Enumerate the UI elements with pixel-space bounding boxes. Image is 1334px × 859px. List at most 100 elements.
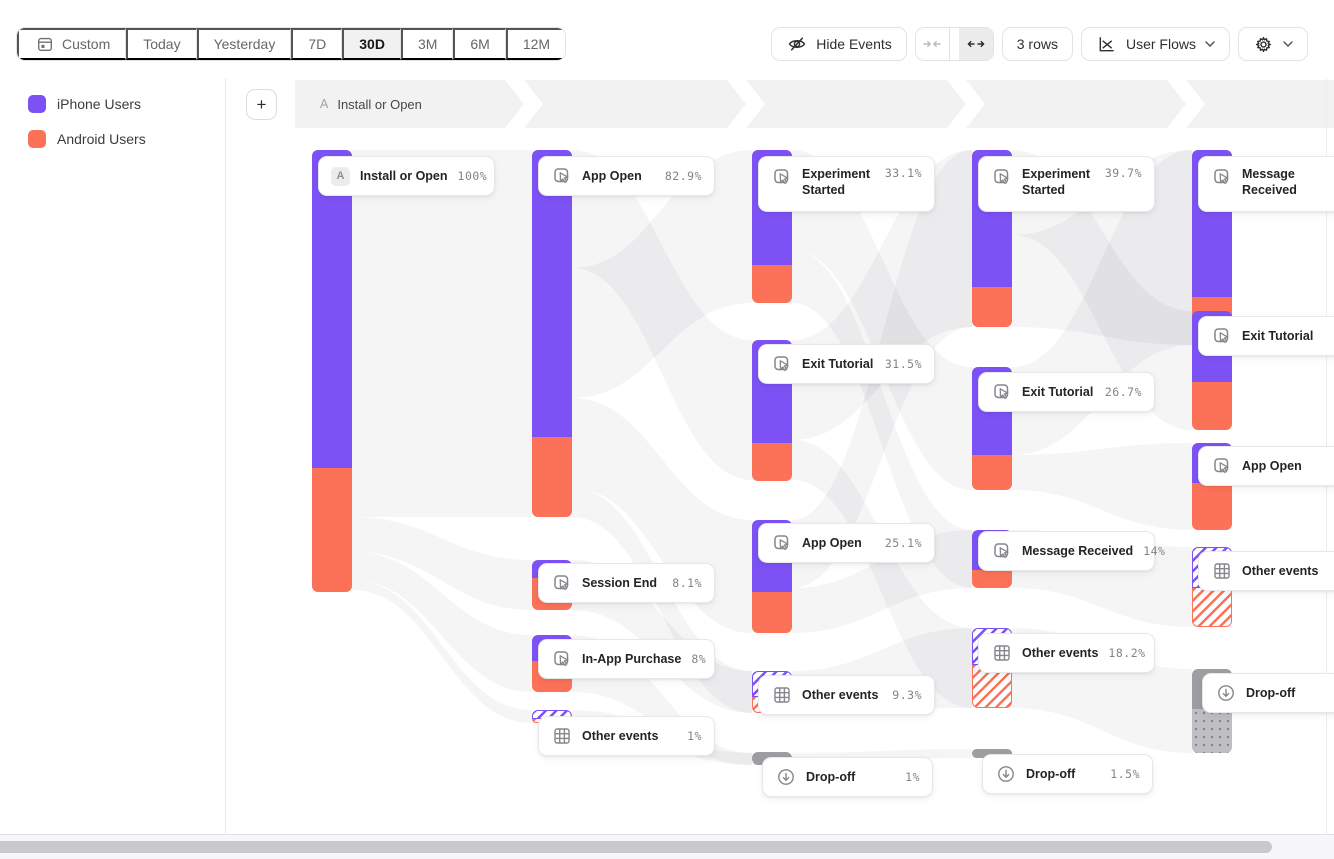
flow-node-label: Exit Tutorial [1022, 384, 1094, 399]
flow-node-card[interactable]: Other events 18.2% [978, 633, 1155, 673]
top-toolbar: Custom Today Yesterday 7D 30D 3M 6M 12M Hide Ev… [0, 0, 1334, 78]
flow-node-label: Other events [1022, 645, 1099, 660]
flow-node-percent: 8.1% [672, 576, 702, 590]
flow-node-percent: 82.9% [664, 169, 702, 183]
flow-node-card[interactable]: Drop-off [1202, 673, 1334, 713]
chevron-down-icon [1205, 41, 1215, 47]
sankey-link [352, 580, 532, 723]
flow-node-card[interactable]: Other events [1198, 551, 1334, 591]
click-event-icon [771, 166, 792, 187]
date-range-3m[interactable]: 3M [400, 28, 454, 60]
click-event-icon [551, 573, 572, 594]
date-range-30d[interactable]: 30D [342, 28, 401, 60]
date-range-label: Custom [62, 36, 111, 52]
date-range-label: 7D [308, 36, 327, 52]
flow-node-card[interactable]: Drop-off 1% [762, 757, 933, 797]
hide-events-button[interactable]: Hide Events [771, 27, 907, 61]
flow-node-percent: 33.1% [884, 166, 922, 180]
bar-segment-dropoff [972, 749, 1012, 758]
flow-node-percent: 1% [905, 770, 920, 784]
flow-node-card[interactable]: Experiment Started 33.1% [758, 156, 935, 212]
chevron-down-icon [1283, 41, 1293, 47]
flow-node-card[interactable]: Drop-off 1.5% [982, 754, 1153, 794]
date-range-6m[interactable]: 6M [453, 28, 506, 60]
bar-segment-android [1192, 483, 1232, 530]
flow-node-label: App Open [1242, 458, 1302, 473]
flow-node-label: App Open [582, 168, 642, 183]
flow-node-card[interactable]: Message Received [1198, 156, 1334, 212]
flow-node-label: App Open [802, 535, 862, 550]
view-selector-label: User Flows [1125, 36, 1196, 52]
date-range-yesterday[interactable]: Yesterday [196, 28, 292, 60]
step-label: Install or Open [337, 96, 422, 112]
flow-step-header[interactable]: A Install or Open [295, 80, 1334, 128]
scrollbar-thumb[interactable] [0, 841, 1272, 853]
flow-node-card[interactable]: App Open 25.1% [758, 523, 935, 563]
dropoff-icon [995, 764, 1016, 785]
click-event-icon [1211, 166, 1232, 187]
bar-segment-android [312, 468, 352, 592]
flow-node-bar [972, 749, 1012, 758]
flow-node-bar [532, 150, 572, 517]
collapse-columns-button[interactable] [916, 28, 950, 60]
date-range-7d[interactable]: 7D [291, 28, 343, 60]
flow-node-percent: 1.5% [1110, 767, 1140, 781]
flow-node-card[interactable]: Message Received 14% [978, 531, 1165, 571]
flow-node-percent: 14% [1143, 544, 1166, 558]
legend-item-iphone-users[interactable]: iPhone Users [28, 95, 225, 113]
flow-node-bar [312, 150, 352, 592]
bar-segment-android [972, 570, 1012, 588]
step-letter-badge: A [331, 166, 350, 186]
flow-node-card[interactable]: Exit Tutorial [1198, 316, 1334, 356]
flow-node-card[interactable]: Session End 8.1% [538, 563, 715, 603]
add-step-button[interactable]: + [246, 89, 277, 120]
flow-node-card[interactable]: App Open [1198, 446, 1334, 486]
view-selector-button[interactable]: User Flows [1080, 27, 1230, 61]
sankey-link [1012, 150, 1192, 430]
flow-node-card[interactable]: App Open 82.9% [538, 156, 715, 196]
date-range-label: 6M [470, 36, 490, 52]
flow-node-label: Other events [582, 728, 659, 743]
flow-node-percent: 1% [687, 729, 702, 743]
flow-node-card[interactable]: Other events 1% [538, 716, 715, 756]
grid-icon [991, 643, 1012, 664]
flow-node-label: Exit Tutorial [802, 356, 874, 371]
flow-node-label: Drop-off [806, 769, 856, 784]
flow-node-card[interactable]: Exit Tutorial 31.5% [758, 344, 935, 384]
bar-segment-android [752, 265, 792, 303]
step-badge: A [320, 97, 329, 111]
bar-segment-android [972, 287, 1012, 327]
date-range-label: Yesterday [213, 36, 276, 52]
flow-node-percent: 8% [691, 652, 707, 666]
flow-node-card[interactable]: Exit Tutorial 26.7% [978, 372, 1155, 412]
bar-segment-android [752, 592, 792, 633]
toolbar-right-group: Hide Events 3 rows User Flows [771, 27, 1308, 61]
flow-node-label: Message Received [1242, 167, 1297, 198]
series-legend: iPhone Users Android Users [0, 78, 225, 148]
user-flows-icon [1096, 34, 1117, 55]
flow-node-card[interactable]: In-App Purchase 8% [538, 639, 715, 679]
settings-button[interactable] [1238, 27, 1308, 61]
bar-segment-android [1192, 382, 1232, 430]
flow-node-card[interactable]: A Install or Open 100% [318, 156, 495, 196]
dropoff-icon [1215, 683, 1236, 704]
date-range-12m[interactable]: 12M [505, 28, 566, 60]
sankey-link [572, 150, 752, 480]
date-range-custom[interactable]: Custom [17, 28, 127, 60]
click-event-icon [991, 382, 1012, 403]
flow-node-card[interactable]: Other events 9.3% [758, 675, 935, 715]
legend-item-android-users[interactable]: Android Users [28, 130, 225, 148]
flow-node-label: In-App Purchase [582, 651, 682, 666]
flow-node-label: Drop-off [1246, 685, 1296, 700]
flow-node-card[interactable]: Experiment Started 39.7% [978, 156, 1155, 212]
date-range-today[interactable]: Today [126, 28, 197, 60]
expand-columns-button[interactable] [958, 28, 993, 60]
flow-node-percent: 31.5% [884, 357, 922, 371]
bar-segment-iphone [532, 150, 572, 437]
legend-swatch [28, 130, 46, 148]
flow-node-percent: 9.3% [892, 688, 922, 702]
flow-node-label: Drop-off [1026, 766, 1076, 781]
rows-button[interactable]: 3 rows [1001, 27, 1073, 61]
bar-segment-dropoff-dotted [1192, 709, 1232, 753]
